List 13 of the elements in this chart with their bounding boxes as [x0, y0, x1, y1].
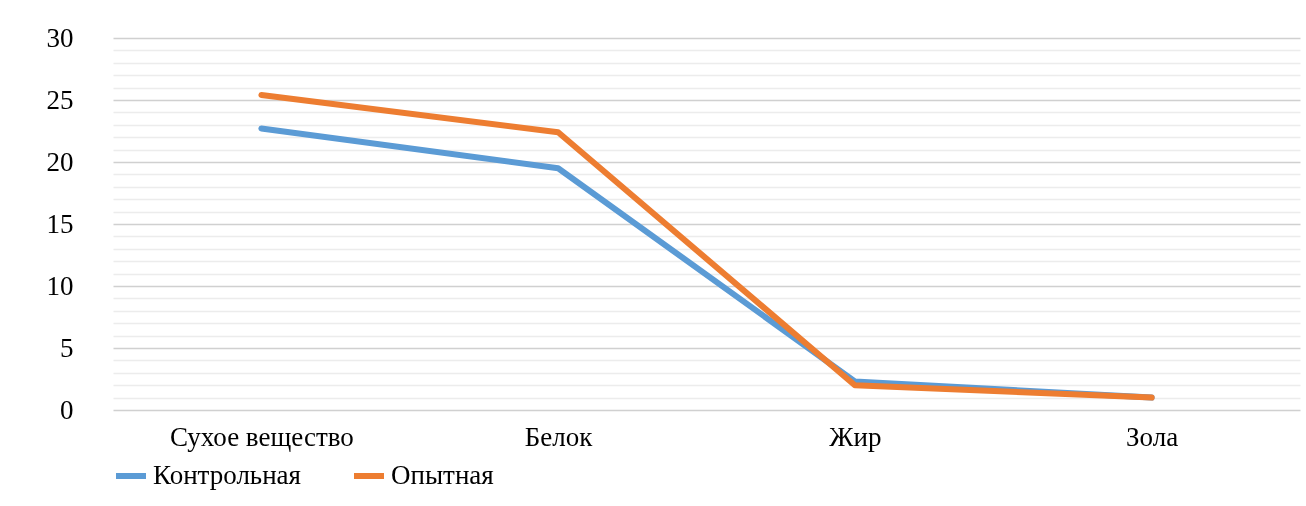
y-tick-label: 20 [46, 146, 74, 177]
y-tick-label: 10 [46, 270, 74, 301]
y-tick-label: 5 [60, 332, 74, 363]
x-tick-label: Сухое вещество [170, 421, 354, 452]
y-tick-label: 0 [60, 394, 74, 425]
y-tick-label: 30 [46, 22, 74, 53]
y-tick-label: 15 [46, 208, 74, 239]
x-tick-label: Жир [829, 421, 882, 452]
y-tick-label: 25 [46, 84, 74, 115]
x-tick-label: Зола [1126, 421, 1179, 452]
legend-label: Контрольная [153, 460, 302, 490]
legend-label: Опытная [391, 460, 494, 490]
x-tick-label: Белок [524, 421, 594, 452]
